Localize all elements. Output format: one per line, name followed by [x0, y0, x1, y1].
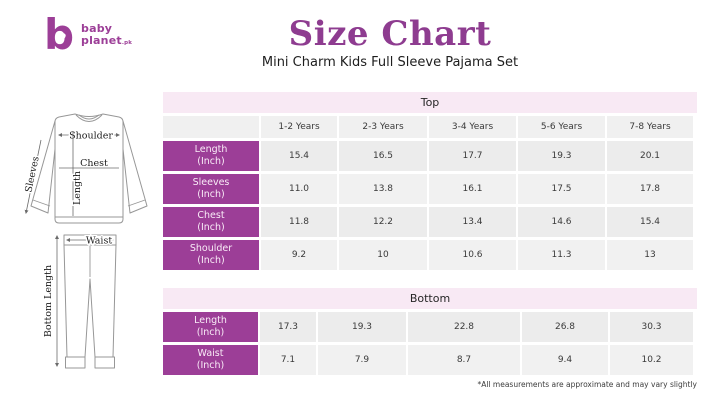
value-cell: 11.8: [261, 207, 337, 237]
value-cell: 10.2: [610, 345, 693, 375]
row-label-text: Length: [194, 144, 228, 156]
chest-label: Chest: [80, 158, 108, 169]
value-cell: 22.8: [408, 312, 520, 342]
table-row: Chest (Inch) 11.8 12.2 13.4 14.6 15.4: [163, 207, 693, 237]
value-cell: 20.1: [607, 141, 693, 171]
value-cell: 13: [607, 240, 693, 270]
value-cell: 9.4: [522, 345, 608, 375]
column-header: 7-8 Years: [607, 116, 693, 138]
column-header: 2-3 Years: [339, 116, 427, 138]
product-name-subtitle: Mini Charm Kids Full Sleeve Pajama Set: [261, 55, 519, 70]
row-label-unit: (Inch): [197, 189, 225, 200]
table-row: Sleeves (Inch) 11.0 13.8 16.1 17.5 17.8: [163, 174, 693, 204]
row-label: Length (Inch): [163, 312, 258, 342]
row-label-unit: (Inch): [196, 360, 225, 371]
value-cell: 8.7: [408, 345, 520, 375]
brand-tld: .pk: [121, 39, 133, 46]
value-cell: 14.6: [518, 207, 605, 237]
row-label-unit: (Inch): [197, 255, 225, 266]
value-cell: 13.8: [339, 174, 427, 204]
table-row: Length (Inch) 17.3 19.3 22.8 26.8 30.3: [163, 312, 693, 342]
row-label-text: Length: [194, 315, 227, 327]
column-header: 5-6 Years: [518, 116, 605, 138]
row-label-text: Sleeves: [192, 177, 230, 189]
babyplanet-logo-icon: b ♥: [44, 14, 74, 56]
row-label: Waist (Inch): [163, 345, 258, 375]
value-cell: 17.5: [518, 174, 605, 204]
value-cell: 17.3: [260, 312, 316, 342]
page-title: Size Chart: [288, 14, 492, 54]
value-cell: 15.4: [607, 207, 693, 237]
measurements-disclaimer: *All measurements are approximate and ma…: [477, 380, 697, 389]
value-cell: 11.0: [261, 174, 337, 204]
value-cell: 15.4: [261, 141, 337, 171]
bottom-table-title: Bottom: [409, 292, 451, 305]
waist-label: Waist: [86, 236, 113, 247]
table-row: Shoulder (Inch) 9.2 10 10.6 11.3 13: [163, 240, 693, 270]
length-label: Length: [72, 171, 83, 205]
logo-b-glyph: b: [44, 10, 75, 59]
bottom-length-label: Bottom Length: [43, 265, 54, 337]
top-table-title-band: Top: [163, 92, 697, 113]
row-label: Sleeves (Inch): [163, 174, 259, 204]
table-row: Waist (Inch) 7.1 7.9 8.7 9.4 10.2: [163, 345, 693, 375]
row-label-text: Chest: [197, 210, 225, 222]
brand-name: baby planet.pk: [81, 23, 132, 46]
value-cell: 19.3: [518, 141, 605, 171]
value-cell: 13.4: [429, 207, 516, 237]
value-cell: 19.3: [318, 312, 406, 342]
value-cell: 26.8: [522, 312, 608, 342]
row-label: Shoulder (Inch): [163, 240, 259, 270]
value-cell: 7.9: [318, 345, 406, 375]
size-columns-row: 1-2 Years 2-3 Years 3-4 Years 5-6 Years …: [163, 116, 693, 138]
heart-icon: ♥: [56, 31, 67, 45]
value-cell: 12.2: [339, 207, 427, 237]
row-label-unit: (Inch): [197, 222, 225, 233]
shoulder-label: Shoulder: [69, 131, 113, 142]
value-cell: 16.5: [339, 141, 427, 171]
bottom-size-table: Length (Inch) 17.3 19.3 22.8 26.8 30.3 W…: [161, 309, 695, 378]
bottom-table-title-band: Bottom: [163, 288, 697, 309]
column-header: 3-4 Years: [429, 116, 516, 138]
value-cell: 9.2: [261, 240, 337, 270]
row-label-unit: (Inch): [196, 327, 225, 338]
brand-logo: b ♥ baby planet.pk: [44, 14, 132, 56]
value-cell: 10.6: [429, 240, 516, 270]
row-label-unit: (Inch): [197, 156, 225, 167]
size-tables: Top 1-2 Years 2-3 Years 3-4 Years 5-6 Ye…: [163, 92, 697, 378]
value-cell: 16.1: [429, 174, 516, 204]
value-cell: 7.1: [260, 345, 316, 375]
brand-name-line2: planet: [81, 33, 122, 47]
pajama-bottom-sketch: [63, 234, 117, 369]
value-cell: 30.3: [610, 312, 693, 342]
column-header: 1-2 Years: [261, 116, 337, 138]
row-label: Chest (Inch): [163, 207, 259, 237]
row-label: Length (Inch): [163, 141, 259, 171]
pajama-measurement-diagram: Shoulder Chest Length Sleeves Waist Bott…: [22, 113, 148, 369]
value-cell: 10: [339, 240, 427, 270]
table-row: Length (Inch) 15.4 16.5 17.7 19.3 20.1: [163, 141, 693, 171]
brand-name-line1: baby: [81, 22, 113, 36]
pajama-top-sketch: [30, 113, 148, 224]
row-label-text: Shoulder: [189, 243, 233, 255]
top-size-table: 1-2 Years 2-3 Years 3-4 Years 5-6 Years …: [161, 113, 695, 273]
row-label-text: Waist: [197, 348, 224, 360]
value-cell: 17.8: [607, 174, 693, 204]
value-cell: 17.7: [429, 141, 516, 171]
corner-cell: [163, 116, 259, 138]
value-cell: 11.3: [518, 240, 605, 270]
top-table-title: Top: [420, 96, 440, 109]
